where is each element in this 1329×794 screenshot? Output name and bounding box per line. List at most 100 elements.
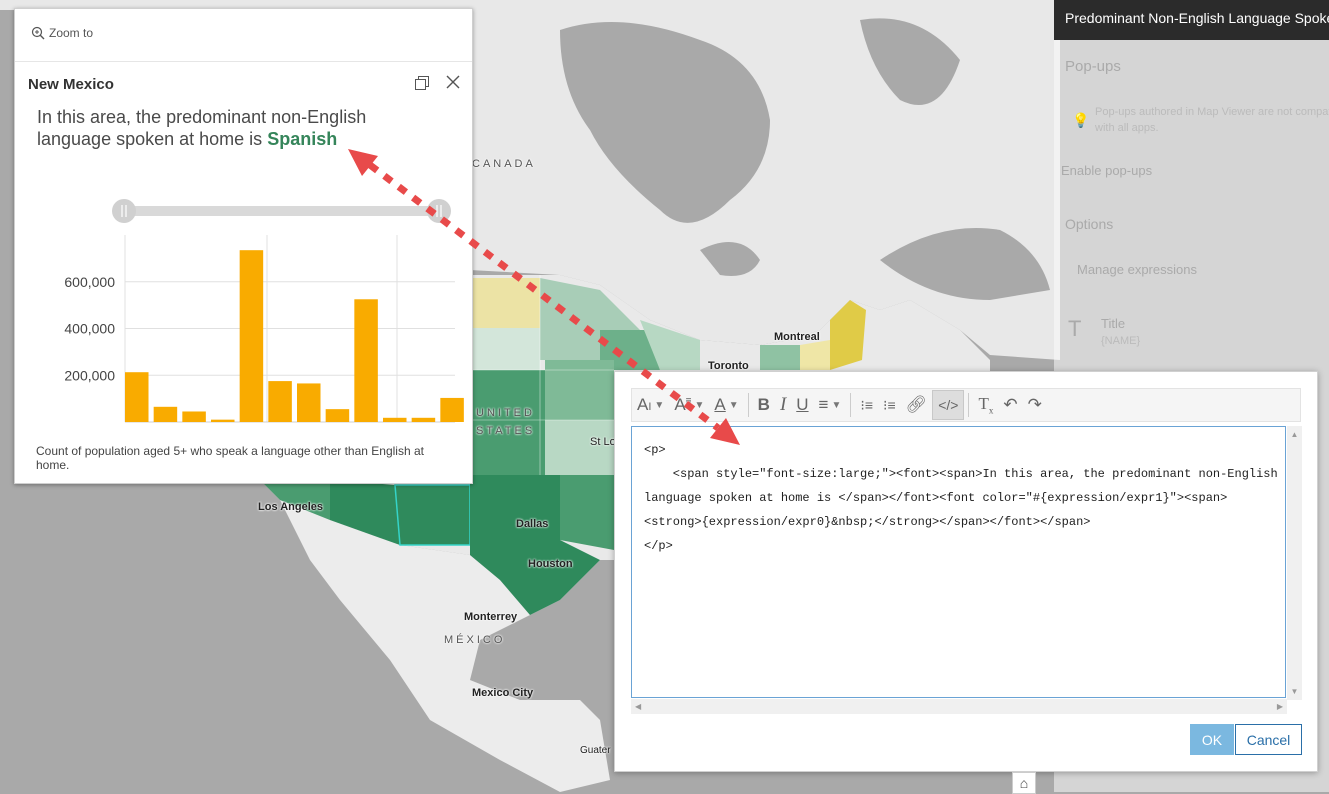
font-color-icon: A xyxy=(714,395,726,414)
code-line: <span style="font-size:large;"><font><sp… xyxy=(644,467,1278,481)
font-size-dropdown[interactable]: AI ▼ xyxy=(632,390,669,420)
code-line: language spoken at home is </span></font… xyxy=(644,491,1228,505)
bar-chart: 200,000 400,000 600,000 xyxy=(64,199,464,423)
map-label-dallas: Dallas xyxy=(516,518,549,530)
popup-topbar: Zoom to xyxy=(15,9,472,62)
map-label-guatemala: Guater xyxy=(580,745,611,756)
chart-bar[interactable] xyxy=(383,417,407,422)
popup-title: New Mexico xyxy=(28,76,114,93)
code-line: <p> xyxy=(644,443,666,457)
link-button[interactable]: 🔗︎ xyxy=(901,390,933,420)
chart-bar[interactable] xyxy=(125,372,149,422)
italic-icon: I xyxy=(779,394,787,415)
bulleted-list-button[interactable]: ⁝≡ xyxy=(878,390,901,420)
map-label-mexico-city: Mexico City xyxy=(472,687,534,699)
lightbulb-icon: 💡 xyxy=(1072,112,1090,128)
italic-button[interactable]: I xyxy=(775,390,791,420)
side-panel-header: Predominant Non-English Language Spoken xyxy=(1054,0,1329,40)
align-left-icon: ≡ xyxy=(818,395,829,414)
map-label-los-angeles: Los Angeles xyxy=(258,501,323,513)
align-dropdown[interactable]: ≡ ▼ xyxy=(814,390,847,420)
map-label-mexico-country: MÉXICO xyxy=(444,634,506,646)
home-icon[interactable]: ⌂ xyxy=(1012,772,1036,794)
chart-caption: Count of population aged 5+ who speak a … xyxy=(36,444,424,472)
popup-body-text: In this area, the predominant non-Englis… xyxy=(37,106,437,150)
y-tick-label: 200,000 xyxy=(64,367,115,383)
scroll-right-icon[interactable]: ▶ xyxy=(1276,702,1283,711)
side-panel-notice-line2: with all apps. xyxy=(1095,122,1159,134)
chart-bar[interactable] xyxy=(411,417,436,422)
html-source-textarea[interactable]: <p> <span style="font-size:large;"><font… xyxy=(631,426,1286,698)
chevron-down-icon: ▼ xyxy=(694,399,705,411)
chart-bar[interactable] xyxy=(440,397,464,422)
scroll-down-icon[interactable]: ▼ xyxy=(1290,687,1299,696)
underline-button[interactable]: U xyxy=(791,390,813,420)
y-tick-label: 400,000 xyxy=(64,321,115,337)
slider-handle-right[interactable] xyxy=(427,199,451,223)
dock-icon[interactable] xyxy=(413,75,431,93)
bold-icon: B xyxy=(757,395,770,414)
map-label-houston: Houston xyxy=(528,558,573,570)
chart-bar[interactable] xyxy=(239,250,264,422)
title-element-label[interactable]: Title xyxy=(1101,316,1126,331)
scroll-up-icon[interactable]: ▲ xyxy=(1290,430,1299,439)
map-label-canada: CANADA xyxy=(472,158,536,170)
zoom-to-label: Zoom to xyxy=(49,26,94,40)
ok-button[interactable]: OK xyxy=(1190,724,1234,755)
map-label-united: UNITED xyxy=(476,407,535,419)
undo-icon: ↶ xyxy=(1003,395,1018,414)
manage-expressions-button[interactable]: Manage expressions xyxy=(1077,262,1197,277)
chart-bar[interactable] xyxy=(153,406,178,422)
chart-range-slider[interactable] xyxy=(112,199,451,223)
popup-body-prefix: In this area, the predominant non-Englis… xyxy=(37,107,367,149)
numbered-list-button[interactable]: ⁝≡ xyxy=(855,390,878,420)
slider-track xyxy=(113,206,443,216)
enable-popups-toggle[interactable]: Enable pop-ups xyxy=(1061,163,1153,178)
source-code-button[interactable]: </> xyxy=(932,390,965,420)
map-popup: Zoom to New Mexico In this area, the pre… xyxy=(14,8,473,484)
chart-bar[interactable] xyxy=(182,411,206,422)
toolbar-divider xyxy=(747,393,749,417)
map-label-monterrey: Monterrey xyxy=(464,611,518,623)
chevron-down-icon: ▼ xyxy=(831,399,842,411)
font-family-icon: A≡ xyxy=(674,395,692,414)
underline-icon: U xyxy=(796,395,809,414)
bulleted-list-icon: ⁝≡ xyxy=(883,396,896,413)
font-family-dropdown[interactable]: A≡ ▼ xyxy=(669,390,709,420)
numbered-list-icon: ⁝≡ xyxy=(860,396,873,413)
html-editor-dialog: AI ▼ A≡ ▼ A ▼ B I U ≡ ▼ ⁝≡ ⁝≡ 🔗︎ </> Tx ↶ ↷ … xyxy=(614,371,1318,772)
font-color-dropdown[interactable]: A ▼ xyxy=(709,390,743,420)
toolbar-divider xyxy=(850,393,852,417)
map-label-montreal: Montreal xyxy=(774,331,820,343)
horizontal-scrollbar[interactable]: ◀ ▶ xyxy=(631,699,1287,714)
font-size-icon: AI xyxy=(637,395,652,414)
chart-bar[interactable] xyxy=(325,409,350,422)
title-element-value: {NAME} xyxy=(1101,335,1141,347)
side-panel-section-popups: Pop-ups xyxy=(1065,58,1121,75)
toolbar-divider xyxy=(968,393,970,417)
clear-format-icon: Tx xyxy=(978,394,994,416)
chart-bar[interactable] xyxy=(297,383,321,422)
text-t-icon: T xyxy=(1068,316,1082,341)
vertical-scrollbar[interactable]: ▲ ▼ xyxy=(1287,426,1302,700)
chart-bar[interactable] xyxy=(268,381,292,422)
chevron-down-icon: ▼ xyxy=(728,399,739,411)
code-line: <strong>{expression/expr0}&nbsp;</strong… xyxy=(644,515,1091,529)
chart-bar[interactable] xyxy=(354,299,378,422)
map-label-st-louis: St Lo xyxy=(590,436,616,448)
bold-button[interactable]: B xyxy=(753,390,775,420)
side-panel-notice-line1: Pop-ups authored in Map Viewer are not c… xyxy=(1095,106,1329,118)
undo-button[interactable]: ↶ xyxy=(998,390,1022,420)
scroll-left-icon[interactable]: ◀ xyxy=(635,702,642,711)
slider-handle-left[interactable] xyxy=(112,199,136,223)
redo-button[interactable]: ↷ xyxy=(1023,390,1047,420)
redo-icon: ↷ xyxy=(1027,395,1042,414)
zoom-to-button[interactable]: Zoom to xyxy=(31,26,93,40)
chart-bar[interactable] xyxy=(211,419,235,422)
cancel-button[interactable]: Cancel xyxy=(1235,724,1302,755)
close-icon[interactable] xyxy=(444,75,462,93)
options-heading: Options xyxy=(1065,216,1114,232)
editor-toolbar: AI ▼ A≡ ▼ A ▼ B I U ≡ ▼ ⁝≡ ⁝≡ 🔗︎ </> Tx ↶ ↷ xyxy=(631,388,1301,422)
code-line: </p> xyxy=(644,539,673,553)
clear-format-button[interactable]: Tx xyxy=(973,390,998,420)
